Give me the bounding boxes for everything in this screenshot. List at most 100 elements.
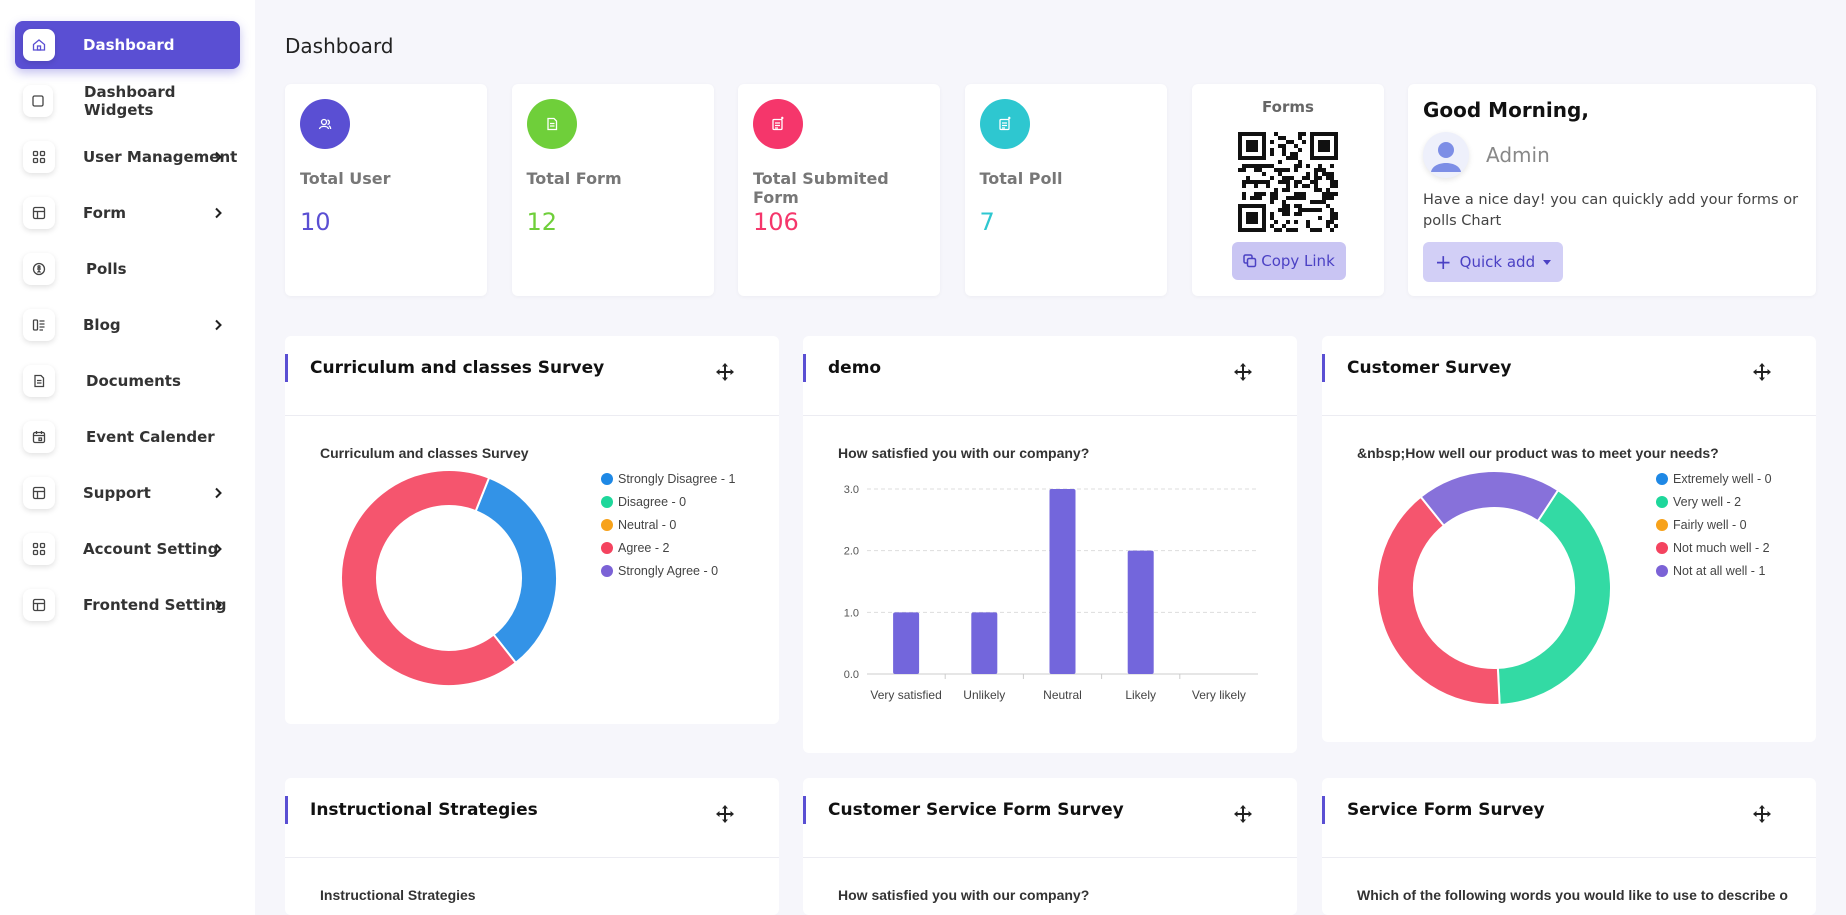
user-avatar-icon bbox=[1431, 142, 1461, 172]
move-icon[interactable] bbox=[715, 362, 735, 382]
greeting-text: Have a nice day! you can quickly add you… bbox=[1423, 192, 1799, 229]
pie-slice[interactable] bbox=[1376, 495, 1501, 706]
legend-item[interactable]: Disagree - 0 bbox=[601, 490, 735, 513]
donut-chart bbox=[1376, 470, 1612, 706]
greeting-title: Good Morning, bbox=[1423, 98, 1589, 122]
legend-label: Disagree - 0 bbox=[618, 494, 687, 509]
sidebar-item-account-setting[interactable]: Account Setting bbox=[15, 525, 240, 573]
move-icon[interactable] bbox=[1752, 804, 1772, 824]
widget-header: Curriculum and classes Survey bbox=[285, 336, 779, 416]
pie-slice[interactable] bbox=[1496, 488, 1612, 706]
greeting-card: Good Morning, Admin Have a nice day! you… bbox=[1408, 84, 1816, 296]
chart-legend: Extremely well - 0 Very well - 2 Fairly we… bbox=[1656, 467, 1772, 582]
widget-header: Instructional Strategies bbox=[285, 778, 779, 858]
legend-label: Not much well - 2 bbox=[1673, 540, 1770, 555]
poll-icon bbox=[979, 99, 1030, 149]
pie-slice[interactable] bbox=[340, 469, 518, 687]
widget-header: demo bbox=[803, 336, 1297, 416]
widget-card: Customer Service Form Survey How satisfi… bbox=[803, 778, 1297, 915]
sidebar-item-label: Blog bbox=[83, 316, 121, 334]
sidebar-item-dashboard[interactable]: Dashboard bbox=[15, 21, 240, 69]
move-icon[interactable] bbox=[1233, 804, 1253, 824]
copy-link-label: Copy Link bbox=[1261, 252, 1335, 270]
widget-accent bbox=[1322, 354, 1325, 382]
move-icon[interactable] bbox=[715, 804, 735, 824]
chart-title: How satisfied you with our company? bbox=[838, 445, 1090, 461]
caret-down-icon bbox=[1543, 259, 1552, 265]
sidebar-item-label: Form bbox=[83, 204, 126, 222]
legend-item[interactable]: Fairly well - 0 bbox=[1656, 513, 1772, 536]
bar[interactable] bbox=[1049, 489, 1076, 674]
stat-value: 10 bbox=[300, 208, 331, 236]
sidebar-item-support[interactable]: Support bbox=[15, 469, 240, 517]
legend-label: Extremely well - 0 bbox=[1673, 471, 1772, 486]
sidebar-item-form[interactable]: Form bbox=[15, 189, 240, 237]
legend-swatch bbox=[1656, 472, 1668, 485]
widget-accent bbox=[1322, 796, 1325, 824]
sidebar-item-frontend-setting[interactable]: Frontend Setting bbox=[15, 581, 240, 629]
legend-swatch bbox=[601, 495, 613, 508]
stat-value: 106 bbox=[753, 208, 799, 236]
widget-title: Service Form Survey bbox=[1347, 800, 1545, 820]
legend-label: Strongly Agree - 0 bbox=[618, 563, 719, 578]
sidebar-item-label: Dashboard Widgets bbox=[84, 83, 176, 119]
sidebar-item-blog[interactable]: Blog bbox=[15, 301, 240, 349]
legend-swatch bbox=[601, 472, 613, 485]
table-icon bbox=[23, 477, 55, 509]
stat-label: Total Submited Form bbox=[753, 169, 889, 207]
legend-item[interactable]: Strongly Agree - 0 bbox=[601, 559, 735, 582]
widget-title: Curriculum and classes Survey bbox=[310, 358, 605, 378]
qr-card-title: Forms bbox=[1262, 98, 1314, 116]
sidebar-item-event-calender[interactable]: Event Calender bbox=[15, 413, 240, 461]
x-tick-label: Likely bbox=[1125, 688, 1156, 702]
qr-code bbox=[1238, 132, 1338, 232]
y-tick-label: 1.0 bbox=[844, 607, 859, 619]
sidebar-item-dashboard-widgets[interactable]: Dashboard Widgets bbox=[15, 77, 240, 125]
quick-add-button[interactable]: + Quick add bbox=[1423, 242, 1563, 282]
chart-title: Which of the following words you would l… bbox=[1357, 887, 1788, 903]
sidebar-item-label: Documents bbox=[86, 372, 181, 390]
page-title: Dashboard bbox=[285, 34, 394, 58]
sidebar-item-documents[interactable]: Documents bbox=[15, 357, 240, 405]
copy-link-button[interactable]: Copy Link bbox=[1232, 242, 1346, 280]
chart-title: Instructional Strategies bbox=[320, 887, 476, 903]
avatar bbox=[1423, 132, 1469, 178]
sidebar-item-label: Frontend Setting bbox=[83, 596, 227, 614]
widget-title: demo bbox=[828, 358, 882, 378]
stat-value: 7 bbox=[979, 208, 995, 236]
chevron-right-icon bbox=[210, 597, 226, 613]
legend-item[interactable]: Not much well - 2 bbox=[1656, 536, 1772, 559]
table-icon bbox=[23, 589, 55, 621]
donut-chart bbox=[340, 469, 558, 687]
move-icon[interactable] bbox=[1752, 362, 1772, 382]
legend-item[interactable]: Extremely well - 0 bbox=[1656, 467, 1772, 490]
sidebar-item-polls[interactable]: Polls bbox=[15, 245, 240, 293]
stat-card-total-form: Total Form 12 bbox=[511, 84, 714, 296]
bar[interactable] bbox=[1127, 550, 1154, 674]
bar[interactable] bbox=[971, 612, 998, 674]
pie-slice[interactable] bbox=[474, 476, 558, 665]
copy-icon bbox=[1243, 254, 1257, 268]
sidebar-item-label: Dashboard bbox=[83, 36, 175, 54]
square-icon bbox=[23, 85, 54, 117]
legend-item[interactable]: Agree - 2 bbox=[601, 536, 735, 559]
legend-item[interactable]: Not at all well - 1 bbox=[1656, 559, 1772, 582]
bar-chart: 0.0 1.0 2.0 3.0 Very satisfied Unlikely Neutra… bbox=[844, 484, 1258, 702]
legend-item[interactable]: Strongly Disagree - 1 bbox=[601, 467, 735, 490]
bar[interactable] bbox=[893, 612, 920, 674]
pie-slice[interactable] bbox=[1419, 470, 1560, 528]
widget-title: Instructional Strategies bbox=[310, 800, 538, 820]
legend-item[interactable]: Neutral - 0 bbox=[601, 513, 735, 536]
stat-label: Total User bbox=[300, 169, 391, 188]
move-icon[interactable] bbox=[1233, 362, 1253, 382]
sidebar: Dashboard Dashboard Widgets User Managemen… bbox=[0, 0, 255, 915]
y-tick-label: 2.0 bbox=[844, 546, 859, 558]
users-icon bbox=[300, 99, 350, 149]
form-icon bbox=[526, 99, 577, 149]
legend-item[interactable]: Very well - 2 bbox=[1656, 490, 1772, 513]
sidebar-item-user-management[interactable]: User Management bbox=[15, 133, 240, 181]
legend-swatch bbox=[601, 518, 613, 531]
widget-header: Service Form Survey bbox=[1322, 778, 1816, 858]
chevron-right-icon bbox=[210, 317, 226, 333]
legend-swatch bbox=[601, 564, 613, 577]
